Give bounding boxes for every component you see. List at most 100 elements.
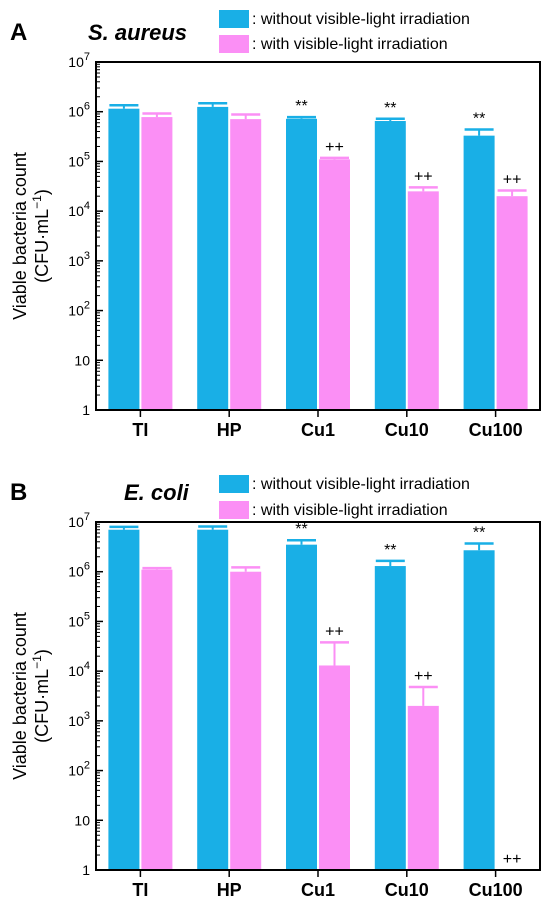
y-tick-label: 107 [68, 511, 90, 530]
organism-title: S. aureus [88, 20, 187, 45]
y-axis-label-line2: (CFU·mL [32, 669, 52, 743]
legend-swatch-with [219, 35, 249, 53]
legend-swatch-with [219, 501, 249, 519]
significance-marker: ** [473, 110, 485, 127]
y-axis-label-superscript: −1 [30, 195, 44, 209]
bar-without-ti [108, 529, 140, 870]
y-tick-base: 1 [82, 862, 90, 878]
x-category-label: Cu10 [385, 420, 429, 440]
panel-b: B E. coli : without visible-light irradiat… [10, 475, 541, 900]
y-tick-label: 106 [68, 561, 90, 580]
y-tick-base: 10 [68, 203, 84, 219]
significance-marker: ++ [503, 172, 522, 189]
bar-with-cu1 [319, 665, 350, 870]
x-category-label: Cu1 [301, 880, 335, 900]
y-tick-exponent: 5 [84, 610, 90, 622]
legend-label-without: : without visible-light irradiation [252, 476, 470, 493]
x-category-label: HP [217, 420, 242, 440]
y-tick-base: 10 [68, 763, 84, 779]
y-tick-exponent: 7 [84, 51, 90, 63]
bar-with-cu10 [407, 191, 439, 410]
legend-label-without: : without visible-light irradiation [252, 11, 470, 28]
bar-without-ti [108, 108, 140, 410]
significance-marker: ** [473, 524, 485, 541]
significance-marker: ++ [503, 851, 522, 868]
y-tick-exponent: 6 [84, 101, 90, 113]
y-tick-label: 10 [74, 812, 90, 828]
y-tick-label: 107 [68, 51, 90, 70]
y-tick-base: 10 [74, 812, 90, 828]
y-tick-label: 1 [82, 862, 90, 878]
y-tick-exponent: 7 [84, 511, 90, 523]
y-axis-label: Viable bacteria count (CFU·mL−1) [10, 152, 52, 320]
plot-frame [95, 521, 541, 871]
significance-marker: ** [295, 98, 307, 115]
y-tick-base: 10 [74, 352, 90, 368]
significance-marker: ++ [325, 139, 344, 156]
y-axis-label-line1: Viable bacteria count [10, 612, 30, 780]
bar-without-cu1 [286, 544, 317, 870]
y-tick-label: 103 [68, 710, 90, 729]
y-tick-base: 10 [68, 663, 84, 679]
y-tick-label: 103 [68, 250, 90, 269]
y-tick-label: 104 [68, 660, 90, 679]
bar-without-cu100 [463, 135, 495, 411]
y-tick-exponent: 4 [84, 660, 90, 672]
x-category-label: Cu100 [469, 880, 523, 900]
y-tick-base: 10 [68, 713, 84, 729]
significance-marker: ** [295, 521, 307, 538]
organism-title: E. coli [124, 480, 190, 505]
x-category-label: TI [132, 420, 148, 440]
significance-marker: ++ [414, 168, 433, 185]
y-tick-base: 10 [68, 303, 84, 319]
panel-letter: B [10, 479, 27, 506]
y-tick-exponent: 3 [84, 710, 90, 722]
y-tick-label: 102 [68, 300, 90, 319]
bar-with-cu10 [407, 705, 439, 870]
x-category-label: Cu1 [301, 420, 335, 440]
y-tick-label: 105 [68, 150, 90, 169]
legend-swatch-without [219, 475, 249, 493]
significance-marker: ++ [414, 668, 433, 685]
y-tick-label: 106 [68, 101, 90, 120]
y-tick-base: 10 [68, 253, 84, 269]
significance-marker: ** [384, 100, 396, 117]
y-tick-label: 1 [82, 402, 90, 418]
panel-letter: A [10, 19, 27, 46]
bar-with-hp [230, 119, 262, 410]
y-tick-label: 102 [68, 760, 90, 779]
legend-label-with: : with visible-light irradiation [252, 36, 448, 53]
bar-with-cu1 [319, 159, 350, 410]
y-tick-exponent: 4 [84, 200, 90, 212]
significance-marker: ** [384, 542, 396, 559]
bar-with-hp [230, 571, 262, 870]
bar-without-hp [197, 529, 229, 870]
y-axis-label-line2: (CFU·mL [32, 209, 52, 283]
y-tick-base: 10 [68, 514, 84, 530]
y-tick-base: 10 [68, 54, 84, 70]
y-tick-exponent: 6 [84, 561, 90, 573]
x-category-label: HP [217, 880, 242, 900]
y-tick-exponent: 3 [84, 250, 90, 262]
y-tick-base: 10 [68, 153, 84, 169]
bar-without-cu1 [286, 118, 317, 411]
y-tick-base: 10 [68, 613, 84, 629]
y-axis-label: Viable bacteria count (CFU·mL−1) [10, 612, 52, 780]
bar-with-ti [141, 569, 173, 870]
x-category-label: Cu10 [385, 880, 429, 900]
y-axis-label-close: ) [32, 649, 52, 655]
y-tick-exponent: 2 [84, 760, 90, 772]
y-tick-base: 10 [68, 564, 84, 580]
y-tick-base: 1 [82, 402, 90, 418]
bar-without-hp [197, 106, 229, 410]
bar-without-cu10 [374, 121, 406, 410]
y-tick-base: 10 [68, 104, 84, 120]
legend-label-with: : with visible-light irradiation [252, 502, 448, 519]
bar-without-cu10 [374, 566, 406, 870]
y-axis-label-superscript: −1 [30, 655, 44, 669]
y-tick-label: 10 [74, 352, 90, 368]
panel-a: A S. aureus : without visible-light irradi… [10, 10, 541, 440]
plot-frame [95, 61, 541, 411]
bar-with-cu100 [496, 196, 528, 410]
